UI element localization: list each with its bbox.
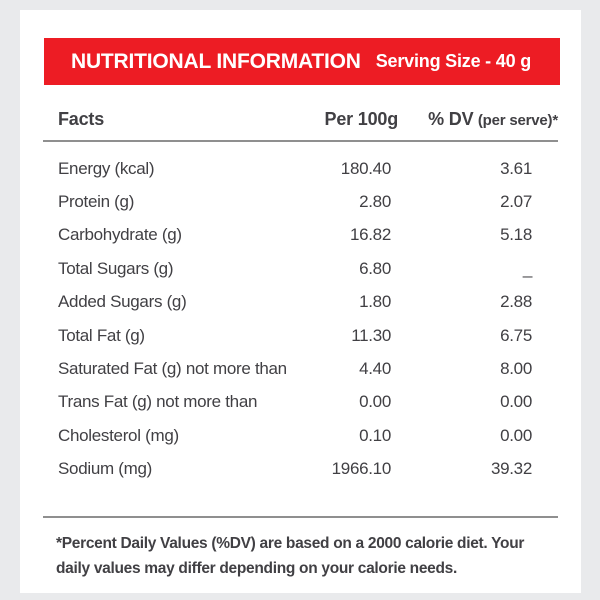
column-header-dv: % DV (per serve)* (398, 109, 558, 130)
row-dv-value: 5.18 (500, 225, 532, 245)
row-label: Trans Fat (g) not more than (58, 392, 258, 412)
row-per100g-value: 11.30 (351, 325, 391, 345)
table-row: Carbohydrate (g) 16.82 5.18 (43, 219, 558, 252)
table-row: Trans Fat (g) not more than 0.00 0.00 (43, 386, 558, 419)
footer-divider (43, 515, 558, 518)
row-label: Cholesterol (mg) (58, 425, 179, 445)
table-row: Protein (g) 2.80 2.07 (43, 185, 558, 218)
row-dv-value: 0.00 (500, 392, 532, 412)
row-dv-value: 6.75 (500, 325, 532, 345)
row-dv-value: _ (522, 258, 532, 278)
nutrition-table: Facts Per 100g % DV (per serve)* Energy … (43, 109, 558, 581)
table-row: Total Sugars (g) 6.80 _ (43, 252, 558, 285)
row-dv-value: 3.61 (500, 158, 532, 178)
row-label: Sodium (mg) (58, 459, 153, 479)
row-per100g-value: 16.82 (349, 225, 391, 245)
serving-size-text: Serving Size - 40 g (375, 51, 531, 71)
row-dv-value: 2.88 (500, 292, 532, 312)
row-label: Carbohydrate (g) (58, 225, 182, 245)
daily-values-footnote: *Percent Daily Values (%DV) are based on… (56, 534, 525, 577)
header-title: NUTRITIONAL INFORMATION (71, 49, 361, 73)
table-body: Energy (kcal) 180.40 3.61 Protein (g) 2.… (43, 142, 558, 486)
column-header-dv-main: % DV (428, 109, 474, 129)
row-dv-value: 39.32 (490, 459, 532, 479)
table-row: Sodium (mg) 1966.10 39.32 (43, 453, 558, 486)
row-label: Protein (g) (58, 192, 135, 212)
row-per100g-value: 0.10 (359, 425, 391, 445)
row-label: Total Fat (g) (58, 325, 145, 345)
row-label: Total Sugars (g) (58, 258, 174, 278)
column-header-facts: Facts (58, 109, 105, 129)
column-header-per-100g: Per 100g (324, 109, 399, 129)
column-header-dv-sub: (per serve)* (477, 112, 558, 129)
header-bar: NUTRITIONAL INFORMATION Serving Size - 4… (44, 38, 560, 85)
row-dv-value: 2.07 (500, 192, 532, 212)
table-header-row: Facts Per 100g % DV (per serve)* (43, 109, 558, 142)
row-per100g-value: 4.40 (359, 359, 391, 379)
row-dv-value: 8.00 (500, 359, 532, 379)
table-row: Energy (kcal) 180.40 3.61 (43, 152, 558, 185)
row-label: Added Sugars (g) (58, 292, 187, 312)
row-label: Energy (kcal) (58, 158, 155, 178)
row-dv-value: 0.00 (500, 425, 532, 445)
row-per100g-value: 180.40 (340, 158, 392, 178)
row-per100g-value: 0.00 (359, 392, 391, 412)
table-row: Saturated Fat (g) not more than 4.40 8.0… (43, 352, 558, 385)
nutrition-label-card: NUTRITIONAL INFORMATION Serving Size - 4… (20, 10, 581, 593)
row-label: Saturated Fat (g) not more than (58, 359, 287, 379)
table-row: Added Sugars (g) 1.80 2.88 (43, 286, 558, 319)
row-per100g-value: 6.80 (359, 258, 391, 278)
table-row: Total Fat (g) 11.30 6.75 (43, 319, 558, 352)
row-per100g-value: 1.80 (359, 292, 391, 312)
row-per100g-value: 1966.10 (331, 459, 392, 479)
table-row: Cholesterol (mg) 0.10 0.00 (43, 419, 558, 452)
row-per100g-value: 2.80 (359, 192, 391, 212)
